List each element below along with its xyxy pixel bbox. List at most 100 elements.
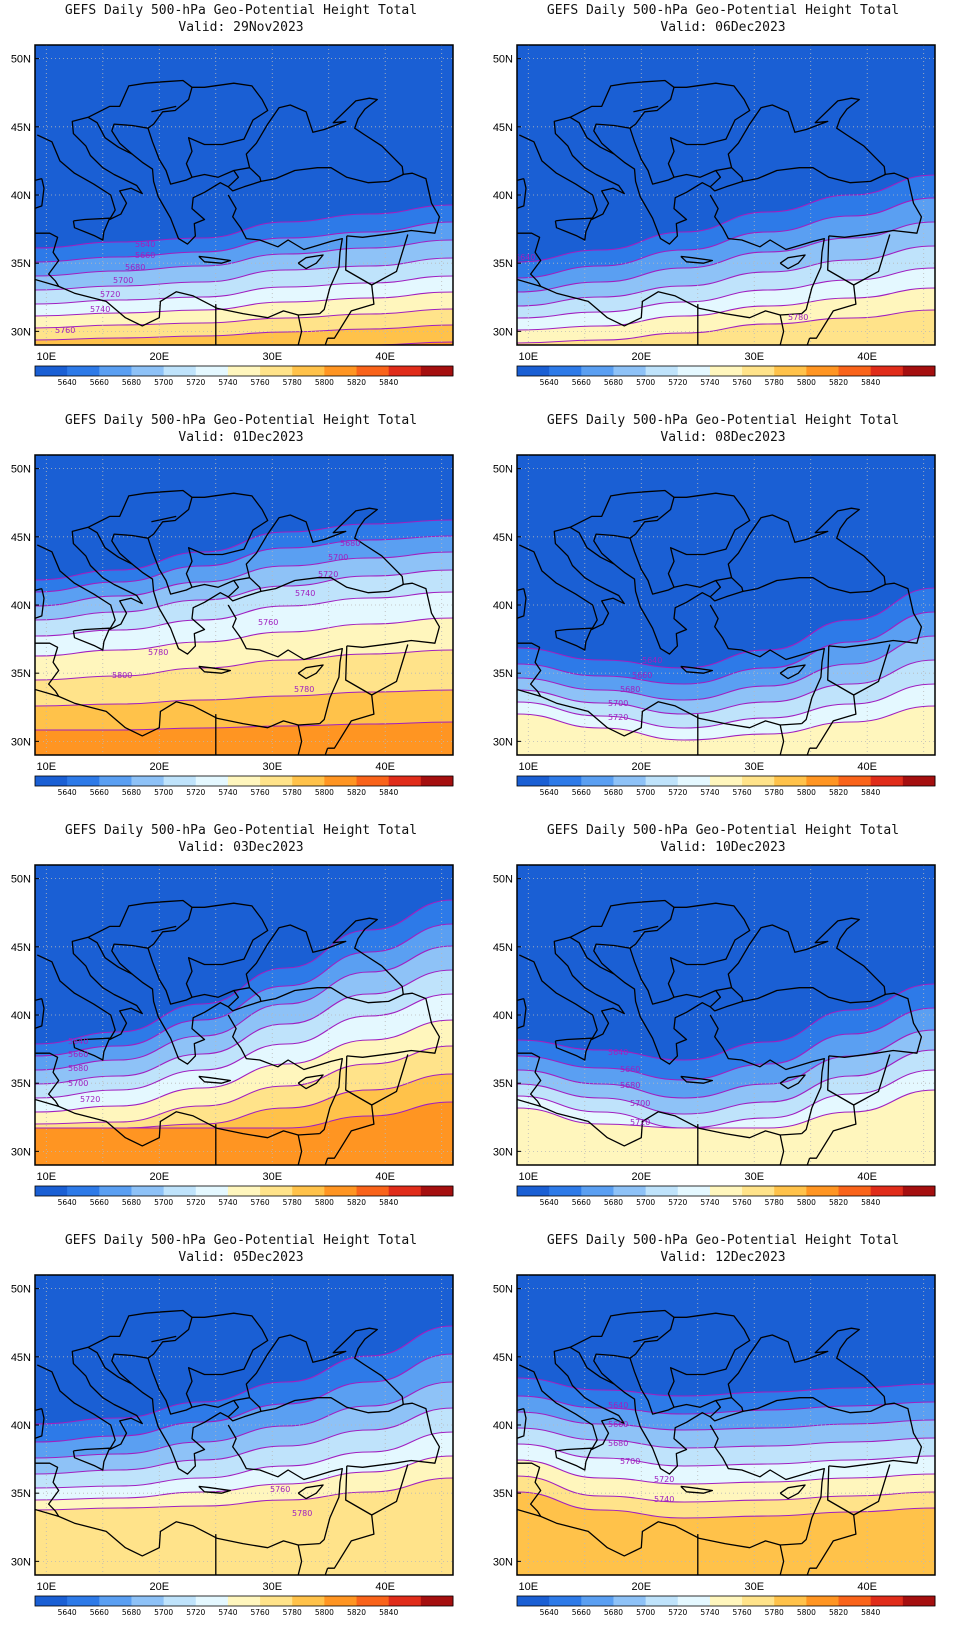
colorbar-label: 5660 [572,1198,591,1207]
lon-tick-label: 40E [375,761,395,773]
lat-tick-label: 30N [493,1146,513,1158]
coastline [227,1014,343,1135]
colorbar-label: 5800 [797,1198,816,1207]
contour-label: 5700 [68,1079,88,1088]
coastline [519,936,625,1041]
coastline [593,123,631,155]
coastline [346,172,441,238]
colorbar-swatch [67,1186,100,1196]
lon-tick-label: 30E [262,1581,282,1593]
colorbar-swatch [902,1186,936,1196]
contour-label: 5700 [113,276,133,285]
colorbar-swatch [388,1186,422,1196]
contour-line [517,245,935,307]
coastline [185,492,269,588]
colorbar-swatch [131,366,165,376]
colorbar-label: 5720 [668,1608,687,1617]
colorbar-label: 5680 [122,1198,141,1207]
coastline [569,79,732,185]
contour-line [517,174,935,263]
colorbar-swatch [677,1596,711,1606]
coastline [111,1353,149,1385]
lon-tick-label: 10E [37,761,57,773]
coastline [371,1464,409,1516]
colorbar-swatch [420,776,454,786]
colorbar-swatch [677,776,711,786]
coastline [593,1353,631,1385]
panel-title: GEFS Daily 500-hPa Geo-Potential Height … [482,2,964,36]
coastline [779,1544,811,1575]
contour-line [35,1407,453,1475]
lon-tick-label: 30E [262,351,282,363]
coastline [809,235,857,339]
contour-label: 5640 [642,656,662,665]
coastline [35,177,45,210]
map-panel: GEFS Daily 500-hPa Geo-Potential Height … [482,820,964,1230]
contour-label: 5680 [125,263,145,272]
colorbar-swatch [356,776,390,786]
colorbar-label: 5680 [122,788,141,797]
coastline [709,604,825,725]
map-plot: 5640 5660 5680 5700 5720 50N 45N 40N 35N 30N 10E 20… [493,864,936,1207]
colorbar-label: 5640 [540,1608,559,1617]
contour-label: 5700 [620,1457,640,1466]
coastline [72,1447,111,1471]
coastline [569,97,886,245]
lat-tick-label: 45N [11,122,31,134]
coastline [680,1075,714,1084]
coastline [569,917,886,1065]
coastline [452,140,453,142]
colorbar-label: 5740 [700,1608,719,1617]
contour-label: 5740 [90,305,110,314]
lon-tick-label: 20E [631,1171,651,1183]
colorbar-label: 5640 [540,788,559,797]
contour-line [35,649,453,681]
panel-valid-date: Valid: 10Dec2023 [660,840,786,855]
colorbar-label: 5720 [668,788,687,797]
contour-line [35,993,453,1099]
colorbar-swatch [35,1596,68,1606]
lat-tick-label: 35N [493,668,513,680]
contour-line [35,308,453,329]
colorbar-swatch [549,1186,582,1196]
coastline [569,899,732,1005]
coastline [934,960,935,962]
contour-label: 5640 [608,1048,628,1057]
colorbar-label: 5720 [668,1198,687,1207]
coastline [37,936,143,1041]
height-band [517,1090,935,1165]
contour-label: 5780 [294,685,314,694]
colorbar-label: 5800 [315,1198,334,1207]
coastline [297,1074,324,1090]
coastline [198,255,232,264]
coastline [297,254,324,270]
colorbar-swatch [613,776,647,786]
colorbar-label: 5740 [218,1608,237,1617]
contour-label: 5640 [515,253,535,262]
coastline [111,533,149,565]
colorbar-label: 5640 [58,1198,77,1207]
colorbar-swatch [163,1186,197,1196]
coastline [87,79,250,185]
map-panel: GEFS Daily 500-hPa Geo-Potential Height … [482,1230,964,1640]
lat-tick-label: 45N [11,532,31,544]
panel-title-line: GEFS Daily 500-hPa Geo-Potential Height … [64,413,418,428]
contour-line [35,324,453,341]
lon-tick-label: 10E [519,351,539,363]
panel-title: GEFS Daily 500-hPa Geo-Potential Height … [482,822,964,856]
panel-valid-date: Valid: 06Dec2023 [660,20,786,35]
contour-line [35,1353,453,1443]
contour-line [35,1019,453,1113]
lat-tick-label: 35N [11,668,31,680]
colorbar-swatch [292,1186,325,1196]
colorbar-label: 5660 [572,378,591,387]
coastline [934,140,935,142]
colorbar-swatch [613,1186,647,1196]
coastline [37,526,143,631]
coastline [35,232,60,287]
colorbar-label: 5700 [154,1198,173,1207]
contour-label: 5740 [295,589,315,598]
contour-line [35,204,453,249]
lon-tick-label: 40E [857,1581,877,1593]
colorbar-label: 5700 [154,1608,173,1617]
